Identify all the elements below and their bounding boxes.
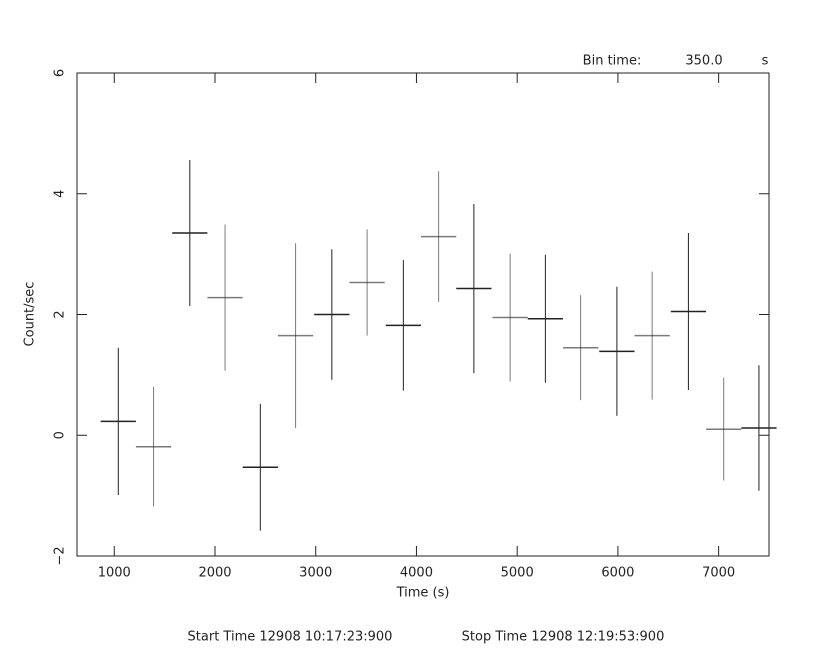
y-axis-label: Count/sec (23, 282, 38, 347)
x-axis-label: Time (s) (396, 586, 450, 601)
x-tick-label: 7000 (702, 566, 735, 581)
y-tick-label: 4 (53, 190, 68, 198)
x-tick-label: 5000 (501, 566, 534, 581)
stop-time: Stop Time 12908 12:19:53:900 (462, 630, 665, 645)
start-time: Start Time 12908 10:17:23:900 (188, 630, 393, 645)
y-tick-label: 6 (53, 69, 68, 77)
bin-value: 350.0 (685, 54, 722, 69)
x-tick-label: 6000 (601, 566, 634, 581)
x-tick-label: 4000 (400, 566, 433, 581)
x-tick-label: 3000 (299, 566, 332, 581)
y-tick-label: 2 (53, 310, 68, 318)
y-tick-label: −2 (53, 546, 68, 565)
y-tick-label: 0 (53, 431, 68, 439)
bin-label: Bin time: (583, 54, 642, 69)
x-tick-label: 1000 (98, 566, 131, 581)
x-tick-label: 2000 (198, 566, 231, 581)
plot-frame (76, 72, 770, 557)
bin-unit: s (762, 54, 769, 69)
